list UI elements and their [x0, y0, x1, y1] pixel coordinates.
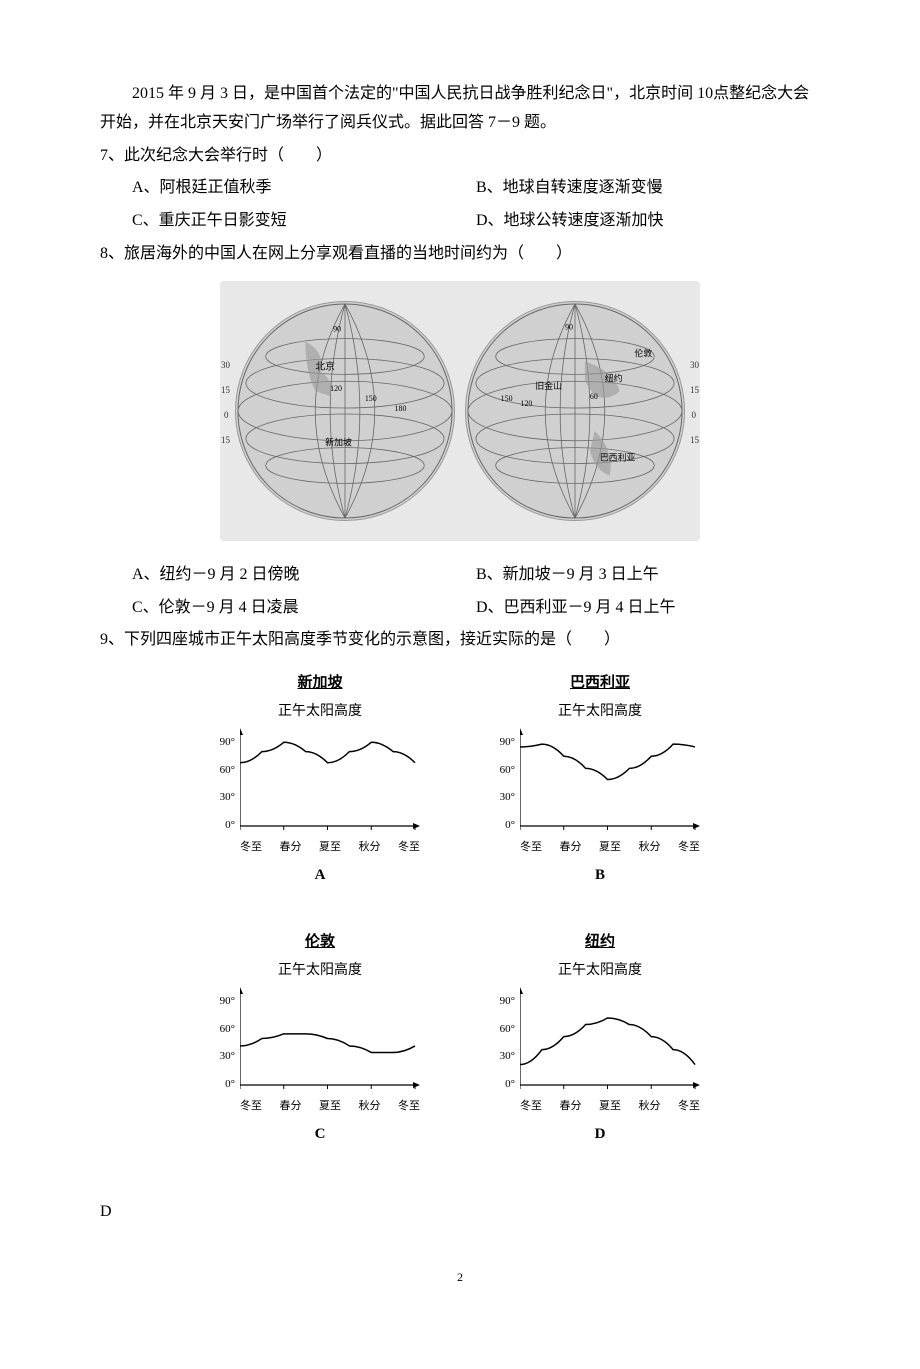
chart-xlabels-B: 冬至春分夏至秋分冬至: [520, 838, 700, 858]
globe-figure: 北京 90 120 150 180 新加坡 30 15 0 15: [100, 281, 820, 541]
chart-ylabel-B: 正午太阳高度: [490, 699, 710, 724]
chart-xlabels-A: 冬至春分夏至秋分冬至: [240, 838, 420, 858]
q7-options-row2: C、重庆正午日影变短 D、地球公转速度逐渐加快: [100, 207, 820, 236]
q9-stem: 9、下列四座城市正午太阳高度季节变化的示意图，接近实际的是（ ）: [100, 626, 820, 655]
chart-title-B: 巴西利亚: [490, 670, 710, 697]
chart-letter-A: A: [210, 862, 430, 889]
chart-a: 新加坡 正午太阳高度 90°60°30°0° 冬至春分夏至秋分冬至 A: [210, 670, 430, 889]
q7-stem: 7、此次纪念大会举行时（ ）: [100, 142, 820, 171]
globe-pair: 北京 90 120 150 180 新加坡 30 15 0 15: [220, 281, 700, 541]
q8-options-row2: C、伦敦－9 月 4 日凌晨 D、巴西利亚－9 月 4 日上午: [100, 594, 820, 623]
q8-option-b: B、新加坡－9 月 3 日上午: [476, 561, 820, 590]
svg-text:150: 150: [365, 394, 377, 403]
globe-lat-15s: 15: [221, 432, 230, 448]
globe-label-beijing: 北京: [315, 359, 335, 372]
globe-lat-15n-r: 15: [690, 382, 699, 398]
chart-plot-A: 90°60°30°0°: [240, 728, 420, 838]
globe-lat-30n-r: 30: [690, 357, 699, 373]
svg-text:60: 60: [590, 392, 598, 401]
chart-c: 伦敦 正午太阳高度 90°60°30°0° 冬至春分夏至秋分冬至 C: [210, 929, 430, 1148]
globe-lat-0-r: 0: [692, 407, 697, 423]
page-number: 2: [100, 1267, 820, 1289]
chart-ylabel-C: 正午太阳高度: [210, 958, 430, 983]
q7-option-d: D、地球公转速度逐渐加快: [476, 207, 820, 236]
chart-ylabel-D: 正午太阳高度: [490, 958, 710, 983]
svg-text:90: 90: [333, 325, 341, 334]
chart-xlabels-C: 冬至春分夏至秋分冬至: [240, 1097, 420, 1117]
svg-text:旧金山: 旧金山: [535, 380, 562, 391]
q8-option-c: C、伦敦－9 月 4 日凌晨: [132, 594, 476, 623]
chart-letter-C: C: [210, 1121, 430, 1148]
chart-ylabel-A: 正午太阳高度: [210, 699, 430, 724]
chart-plot-D: 90°60°30°0°: [520, 987, 700, 1097]
svg-text:120: 120: [521, 399, 533, 408]
q7-option-a: A、阿根廷正值秋季: [132, 174, 476, 203]
chart-xlabels-D: 冬至春分夏至秋分冬至: [520, 1097, 700, 1117]
q8-option-d: D、巴西利亚－9 月 4 日上午: [476, 594, 820, 623]
globe-lat-15n: 15: [221, 382, 230, 398]
chart-title-D: 纽约: [490, 929, 710, 956]
q8-option-a: A、纽约－9 月 2 日傍晚: [132, 561, 476, 590]
globe-west: 北京 90 120 150 180 新加坡 30 15 0 15: [235, 301, 455, 521]
chart-letter-B: B: [490, 862, 710, 889]
svg-text:90: 90: [565, 323, 573, 332]
charts-grid: 新加坡 正午太阳高度 90°60°30°0° 冬至春分夏至秋分冬至 A 巴西利亚…: [100, 670, 820, 1148]
svg-text:巴西利亚: 巴西利亚: [600, 451, 636, 462]
globe-lat-0: 0: [224, 407, 229, 423]
svg-text:新加坡: 新加坡: [325, 436, 352, 447]
globe-lat-15s-r: 15: [690, 432, 699, 448]
chart-d: 纽约 正午太阳高度 90°60°30°0° 冬至春分夏至秋分冬至 D: [490, 929, 710, 1148]
q7-option-c: C、重庆正午日影变短: [132, 207, 476, 236]
chart-plot-B: 90°60°30°0°: [520, 728, 700, 838]
answer-letter: D: [100, 1198, 820, 1227]
chart-plot-C: 90°60°30°0°: [240, 987, 420, 1097]
chart-title-A: 新加坡: [210, 670, 430, 697]
svg-text:伦敦: 伦敦: [634, 347, 652, 358]
svg-text:150: 150: [501, 394, 513, 403]
chart-letter-D: D: [490, 1121, 710, 1148]
globe-lat-30n: 30: [221, 357, 230, 373]
svg-text:纽约: 纽约: [605, 372, 623, 383]
q8-stem: 8、旅居海外的中国人在网上分享观看直播的当地时间约为（ ）: [100, 240, 820, 269]
globe-east: 90 伦敦 旧金山 纽约 60 巴西利亚 120 150 30 15 0 15: [465, 301, 685, 521]
q7-options-row1: A、阿根廷正值秋季 B、地球自转速度逐渐变慢: [100, 174, 820, 203]
chart-title-C: 伦敦: [210, 929, 430, 956]
svg-text:120: 120: [330, 384, 342, 393]
svg-text:180: 180: [395, 404, 407, 413]
chart-b: 巴西利亚 正午太阳高度 90°60°30°0° 冬至春分夏至秋分冬至 B: [490, 670, 710, 889]
q8-options-row1: A、纽约－9 月 2 日傍晚 B、新加坡－9 月 3 日上午: [100, 561, 820, 590]
intro-text: 2015 年 9 月 3 日，是中国首个法定的"中国人民抗日战争胜利纪念日"，北…: [100, 80, 820, 138]
q7-option-b: B、地球自转速度逐渐变慢: [476, 174, 820, 203]
